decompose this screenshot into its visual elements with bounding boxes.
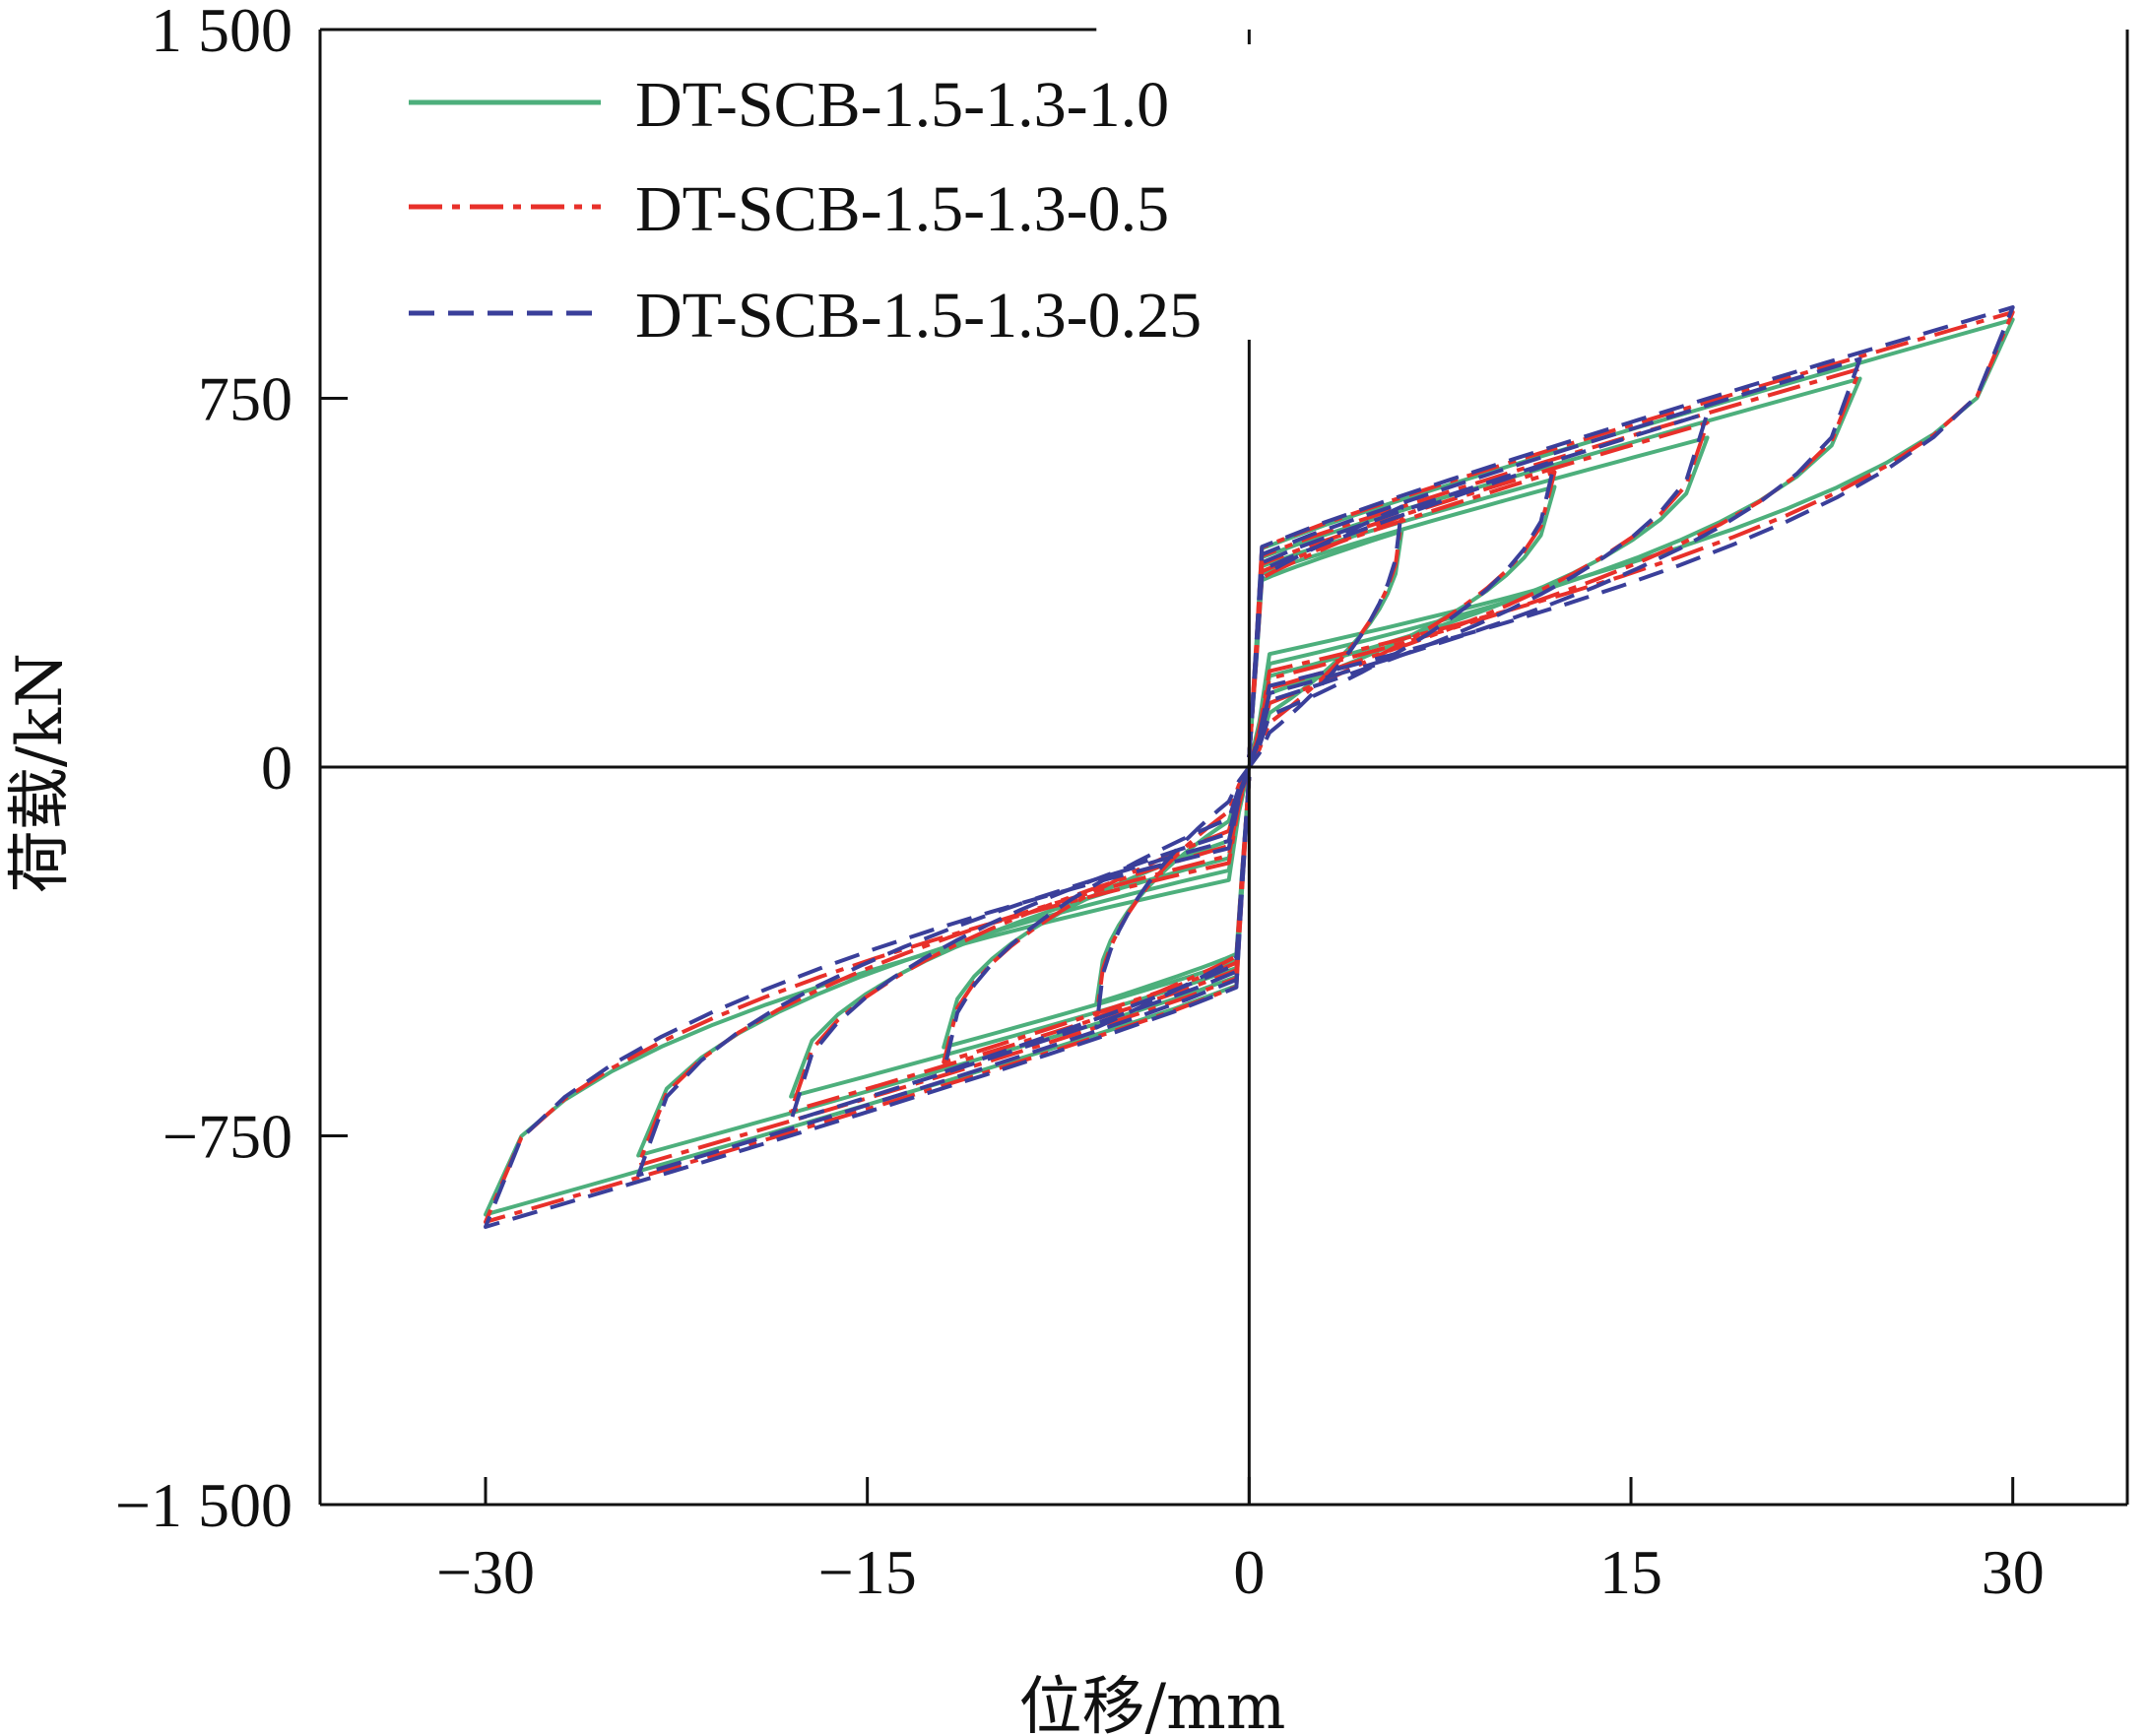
series-2-loop-24-neg	[636, 766, 1252, 1168]
series-2-loop-18-neg	[789, 766, 1252, 1114]
legend-label-series-2: DT-SCB-1.5-1.3-0.5	[635, 173, 1169, 245]
series-2-loop-18-pos	[1247, 420, 1710, 768]
series-1-loop-30-neg	[484, 766, 1252, 1217]
series-3-loop-6-pos	[1247, 504, 1404, 769]
series-3-loop-18-neg	[789, 766, 1252, 1124]
series-2-loop-30-neg	[484, 766, 1252, 1224]
series-3-loop-6-neg	[1094, 765, 1252, 1030]
series-3-loop-24-pos	[1247, 356, 1862, 768]
series-1-loop-30-pos	[1247, 317, 2015, 768]
x-tick-label-0: −30	[436, 1537, 535, 1607]
series-1-loop-12-pos	[1247, 484, 1557, 768]
series-1-loop-24-neg	[636, 766, 1252, 1158]
x-tick-label-3: 15	[1599, 1537, 1662, 1607]
y-tick-label-3: 750	[198, 364, 293, 434]
x-tick-label-4: 30	[1982, 1537, 2045, 1607]
series-3-loop-30-pos	[1247, 305, 2015, 768]
series-1-loop-18-pos	[1247, 435, 1710, 768]
legend-label-series-1: DT-SCB-1.5-1.3-1.0	[635, 69, 1169, 141]
series-3	[484, 305, 2015, 1229]
x-tick-label-2: 0	[1233, 1537, 1265, 1607]
series-1	[484, 317, 2015, 1217]
series-3-loop-24-neg	[636, 766, 1252, 1178]
series-3-loop-30-neg	[484, 766, 1252, 1229]
y-tick-label-1: −750	[163, 1102, 293, 1172]
curves-layer	[484, 305, 2015, 1229]
x-tick-label-1: −15	[818, 1537, 917, 1607]
series-1-loop-12-neg	[942, 766, 1252, 1050]
series-1-loop-6-neg	[1094, 766, 1252, 1005]
y-axis-title: 荷载/kN	[4, 653, 77, 893]
ticks-layer: −30 −15 0 15 30 −1 500 −750 0 750 1 500	[115, 0, 2045, 1607]
y-tick-label-0: −1 500	[115, 1470, 293, 1540]
y-tick-label-2: 0	[261, 733, 293, 803]
legend-label-series-3: DT-SCB-1.5-1.3-0.25	[635, 280, 1202, 352]
legend: DT-SCB-1.5-1.3-1.0 DT-SCB-1.5-1.3-0.5 DT…	[333, 44, 1377, 352]
series-1-loop-24-pos	[1247, 376, 1862, 768]
y-tick-label-4: 1 500	[151, 0, 293, 65]
series-2-loop-24-pos	[1247, 366, 1862, 768]
series-1-loop-18-neg	[789, 766, 1252, 1099]
series-2-loop-30-pos	[1247, 310, 2015, 768]
legend-background	[333, 44, 1377, 340]
series-3-loop-12-pos	[1247, 460, 1557, 768]
series-3-loop-18-pos	[1247, 411, 1710, 768]
series-1-loop-6-pos	[1247, 529, 1404, 768]
x-axis-title: 位移/mm	[1019, 1671, 1286, 1736]
series-3-loop-12-neg	[942, 766, 1252, 1074]
